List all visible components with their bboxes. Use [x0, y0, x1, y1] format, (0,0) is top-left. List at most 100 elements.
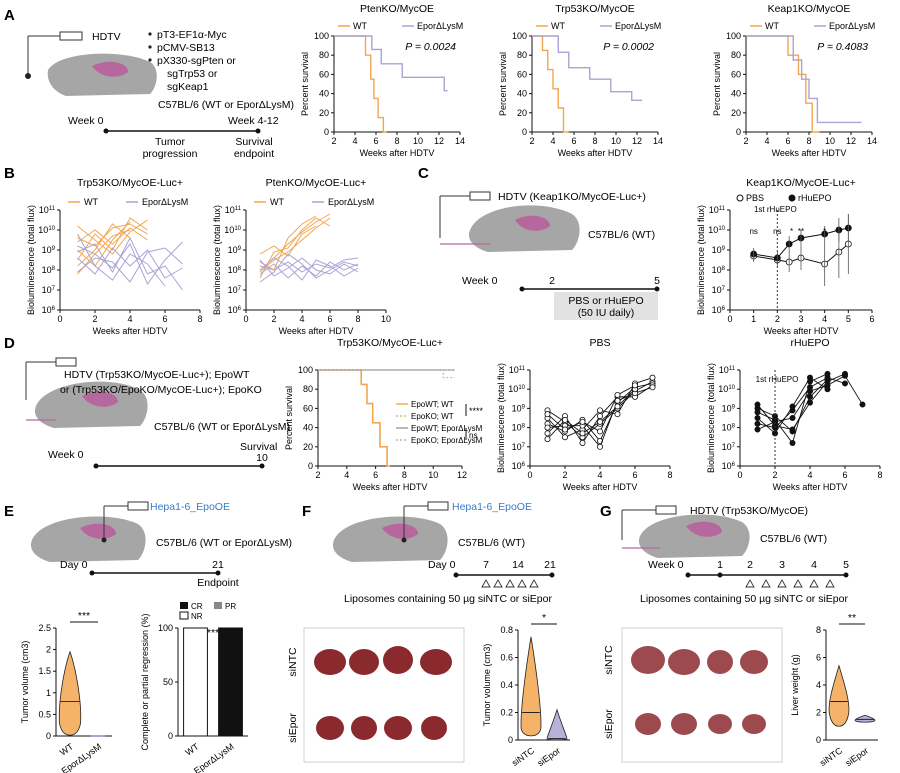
timeline-tick: 2 [549, 275, 555, 287]
y-tick-label: 107 [712, 285, 726, 295]
x-tick-label: 10 [825, 136, 835, 146]
mouse-schematic-e [30, 501, 149, 562]
y-tick-label: 0 [736, 127, 741, 137]
y-tick-label: 2 [46, 645, 51, 655]
legend-label: CR [191, 602, 203, 611]
chart-c1: 0 1 2 3 4 5 6 106 107 108 109 1010 1011 Weeks after H… [696, 177, 875, 336]
x-tick-label: 6 [162, 314, 167, 324]
y-axis-label: Bioluminescence (total flux) [496, 363, 506, 473]
chart-b1: 0 2 4 6 8 106 107 108 109 1010 1011 Weeks after HDT… [26, 177, 203, 336]
legend-label: EpoWT; EporΔLysM [411, 424, 483, 433]
y-tick-label: 106 [512, 461, 526, 471]
timeline-tick: 4 [811, 559, 817, 571]
y-tick-label: 40 [319, 89, 329, 99]
treatment-box [554, 292, 658, 320]
timeline-dot [103, 128, 109, 134]
mouse-body [468, 205, 580, 252]
tumor-image [420, 649, 452, 675]
x-tick-label: 1 [751, 314, 756, 324]
x-tick-label: 2 [562, 470, 567, 480]
data-point [597, 428, 604, 435]
strain-label: C57BL/6 (WT or EporΔLysM) [156, 537, 292, 549]
data-point [614, 411, 621, 418]
x-tick-label: 2 [529, 136, 534, 146]
series-line [77, 241, 183, 285]
category-label: WT [183, 741, 201, 758]
violin-body [828, 664, 850, 727]
timeline-start: Week 0 [48, 449, 84, 461]
legend-label: EpoKO; EporΔLysM [411, 436, 483, 445]
data-point [789, 414, 796, 421]
timeline-dot [549, 572, 555, 578]
series-line [259, 225, 317, 257]
plasmid-item: sgKeap1 [167, 81, 209, 93]
cell-line-label: Hepa1-6_EpoOE [150, 501, 230, 513]
legend-label: WT [270, 197, 284, 207]
syringe-icon [59, 31, 83, 41]
hdtv-label: HDTV (Trp53KO/MycOE) [690, 505, 808, 517]
data-point [754, 414, 761, 421]
significance-mark: ** [798, 227, 804, 236]
x-tick-label: 12 [632, 136, 642, 146]
data-point [824, 386, 831, 393]
liver-photo-row-1 [631, 646, 768, 675]
chart-a1: 2 4 6 8 10 12 14 0 20 40 60 80 100 Weeks after HDTV Pe… [300, 3, 465, 158]
liver-image [631, 646, 665, 674]
x-axis-label: Weeks after HDTV [360, 148, 435, 158]
x-tick-label: 2 [92, 314, 97, 324]
x-tick-label: 4 [127, 314, 132, 324]
liver-icon [686, 521, 722, 537]
x-tick-label: 8 [877, 470, 882, 480]
data-point [597, 443, 604, 450]
liver-image [707, 650, 733, 674]
x-tick-label: 3 [798, 314, 803, 324]
tumor-photo-row-1 [314, 646, 452, 675]
legend-label: EporΔLysM [142, 197, 188, 207]
significance-mark: **** [469, 406, 484, 416]
series-line [259, 253, 359, 283]
x-tick-label: 4 [550, 136, 555, 146]
treatment-label: (50 IU daily) [578, 307, 635, 319]
x-tick-label: 12 [457, 470, 467, 480]
tumor-image [421, 716, 447, 740]
data-point [859, 401, 866, 408]
injection-dot [101, 537, 107, 543]
legend-label: PBS [746, 193, 764, 203]
x-tick-label: 0 [727, 314, 732, 324]
series-line [77, 217, 148, 261]
y-axis-label: Bioluminescence (total flux) [26, 205, 36, 315]
timeline-dot [717, 572, 723, 578]
row-label: siEpor [603, 709, 615, 739]
mouse-body [332, 516, 448, 562]
mouse-schematic-d [25, 357, 148, 428]
data-point [579, 418, 586, 425]
x-tick-label: 4 [807, 470, 812, 480]
dose-triangle-icon [517, 579, 527, 588]
x-tick-label: 10 [428, 470, 438, 480]
strain-label: C57BL/6 (WT or EporΔLysM) [154, 421, 290, 433]
x-axis-label: Weeks after HDTV [353, 482, 428, 492]
cell-line-label: Hepa1-6_EpoOE [452, 501, 532, 513]
chart-title: PtenKO/MycOE [360, 3, 434, 15]
data-point [562, 426, 569, 433]
y-tick-label: 107 [228, 285, 242, 295]
liver-icon [92, 61, 128, 77]
chart-title: rHuEPO [790, 337, 829, 349]
y-tick-label: 0.5 [38, 709, 51, 719]
series-line [746, 35, 862, 124]
liposome-label: Liposomes containing 50 µg siNTC or siEp… [344, 593, 552, 605]
series-line [334, 35, 448, 92]
y-tick-label: 0 [168, 731, 173, 741]
y-tick-label: 40 [303, 423, 313, 433]
hdtv-label: HDTV [92, 31, 121, 43]
panel-letter-b: B [4, 165, 15, 182]
mouse-schematic-f [332, 501, 449, 562]
chart-d1: 2 4 6 8 10 12 0 20 40 60 80 100 Weeks after HDTV Perc… [284, 337, 484, 492]
legend-label: WT [551, 21, 565, 31]
panel-letter-c: C [418, 165, 429, 182]
panel-letter-e: E [4, 503, 14, 520]
y-axis-label: Bioluminescence (total flux) [212, 205, 222, 315]
y-tick-label: 60 [319, 69, 329, 79]
y-axis-label: Tumor volume (cm3) [20, 641, 30, 724]
